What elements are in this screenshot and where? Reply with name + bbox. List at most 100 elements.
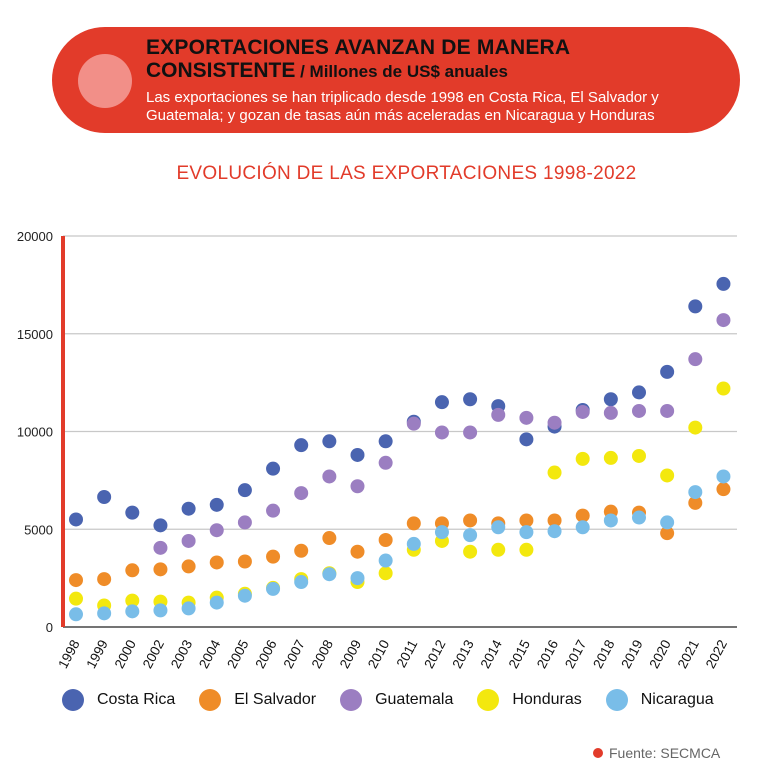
data-point-el-salvador	[209, 555, 224, 570]
data-point-costa-rica	[125, 505, 140, 520]
x-tick-label: 2012	[421, 637, 448, 671]
data-point-guatemala	[378, 455, 393, 470]
data-point-costa-rica	[632, 385, 646, 400]
data-point-el-salvador	[97, 572, 112, 587]
data-point-costa-rica	[237, 483, 252, 498]
y-tick-label: 20000	[17, 229, 53, 244]
header-banner	[52, 27, 740, 133]
source-note: Fuente: SECMCA	[593, 745, 720, 761]
data-point-el-salvador	[519, 513, 534, 528]
data-point-guatemala	[603, 405, 618, 420]
data-point-guatemala	[491, 407, 506, 422]
data-point-nicaragua	[406, 536, 421, 551]
legend-label-el-salvador: El Salvador	[234, 691, 317, 708]
x-tick-label: 2014	[478, 637, 506, 671]
x-tick-label: 2002	[140, 637, 167, 671]
x-tick-label: 2010	[365, 637, 392, 671]
legend-label-nicaragua: Nicaragua	[640, 691, 714, 708]
data-point-guatemala	[688, 352, 703, 367]
data-point-nicaragua	[660, 515, 675, 530]
data-point-guatemala	[406, 416, 421, 431]
data-point-honduras	[491, 542, 506, 557]
data-point-el-salvador	[153, 562, 168, 577]
data-point-el-salvador	[181, 559, 196, 574]
x-tick-label: 2004	[196, 637, 224, 671]
data-point-nicaragua	[350, 571, 365, 586]
data-point-el-salvador	[69, 573, 83, 588]
legend-item-costa-rica: Costa Rica	[62, 689, 175, 711]
data-point-guatemala	[463, 425, 478, 440]
data-point-nicaragua	[266, 581, 281, 596]
data-point-costa-rica	[434, 395, 449, 410]
y-tick-label: 5000	[24, 522, 53, 537]
data-point-el-salvador	[575, 508, 590, 523]
data-point-guatemala	[660, 403, 675, 418]
data-point-costa-rica	[660, 364, 675, 379]
data-point-guatemala	[519, 410, 534, 425]
x-tick-label: 1999	[83, 637, 110, 671]
headline-subtitle: / Millones de US$ anuales	[295, 62, 508, 81]
x-tick-label: 2009	[337, 637, 364, 671]
data-point-el-salvador	[378, 533, 393, 548]
data-point-honduras	[575, 451, 590, 466]
data-point-guatemala	[434, 425, 449, 440]
x-tick-label: 2020	[646, 637, 673, 671]
data-point-nicaragua	[97, 606, 112, 621]
data-point-el-salvador	[716, 482, 731, 497]
data-point-nicaragua	[209, 595, 224, 610]
legend-item-nicaragua: Nicaragua	[605, 689, 714, 711]
data-point-nicaragua	[237, 588, 252, 603]
x-tick-label: 2018	[590, 637, 617, 671]
legend-dot-honduras	[477, 689, 500, 711]
data-point-nicaragua	[125, 604, 140, 619]
data-point-honduras	[69, 591, 83, 606]
data-point-guatemala	[237, 515, 252, 530]
banner-circle-decoration	[78, 54, 132, 108]
data-point-guatemala	[181, 533, 196, 548]
legend-item-el-salvador: El Salvador	[199, 689, 316, 711]
data-point-nicaragua	[463, 528, 478, 543]
data-point-nicaragua	[547, 524, 562, 539]
legend-dot-el-salvador	[199, 689, 222, 711]
data-point-nicaragua	[181, 601, 196, 616]
y-tick-label: 15000	[17, 327, 53, 342]
data-point-honduras	[378, 566, 393, 581]
legend-label-honduras: Honduras	[512, 691, 582, 708]
data-point-guatemala	[547, 415, 562, 430]
x-tick-label: 2005	[224, 637, 251, 671]
data-point-costa-rica	[688, 299, 703, 314]
x-tick-label: 2019	[618, 637, 645, 671]
data-point-el-salvador	[294, 543, 309, 558]
legend-dot-costa-rica	[62, 689, 84, 711]
source-label: Fuente: SECMCA	[609, 745, 721, 761]
x-tick-label: 2003	[168, 637, 195, 671]
x-tick-label: 2000	[112, 637, 139, 671]
data-point-costa-rica	[378, 434, 393, 449]
data-point-nicaragua	[69, 607, 83, 622]
data-point-nicaragua	[322, 567, 337, 582]
data-point-nicaragua	[294, 575, 309, 590]
data-point-honduras	[632, 448, 646, 463]
legend-label-costa-rica: Costa Rica	[97, 691, 176, 708]
header-description: Las exportaciones se han triplicado desd…	[146, 89, 659, 124]
data-point-honduras	[688, 420, 703, 435]
data-point-guatemala	[153, 540, 168, 555]
data-point-nicaragua	[575, 520, 590, 535]
data-point-nicaragua	[491, 520, 506, 535]
data-point-guatemala	[266, 503, 281, 518]
data-point-el-salvador	[660, 526, 675, 541]
data-point-nicaragua	[688, 485, 703, 500]
data-point-guatemala	[716, 313, 731, 328]
chart-title: EVOLUCIÓN DE LAS EXPORTACIONES 1998-2022	[176, 163, 637, 184]
x-tick-label: 1998	[55, 637, 82, 671]
legend-item-guatemala: Guatemala	[340, 689, 453, 711]
data-point-nicaragua	[603, 513, 618, 528]
data-point-costa-rica	[350, 447, 365, 462]
data-point-nicaragua	[153, 603, 168, 618]
data-point-costa-rica	[294, 438, 309, 453]
x-tick-label: 2021	[675, 637, 702, 671]
data-point-costa-rica	[519, 432, 534, 447]
x-tick-label: 2011	[394, 637, 421, 670]
headline-text-1: EXPORTACIONES AVANZAN DE MANERA	[146, 36, 571, 59]
